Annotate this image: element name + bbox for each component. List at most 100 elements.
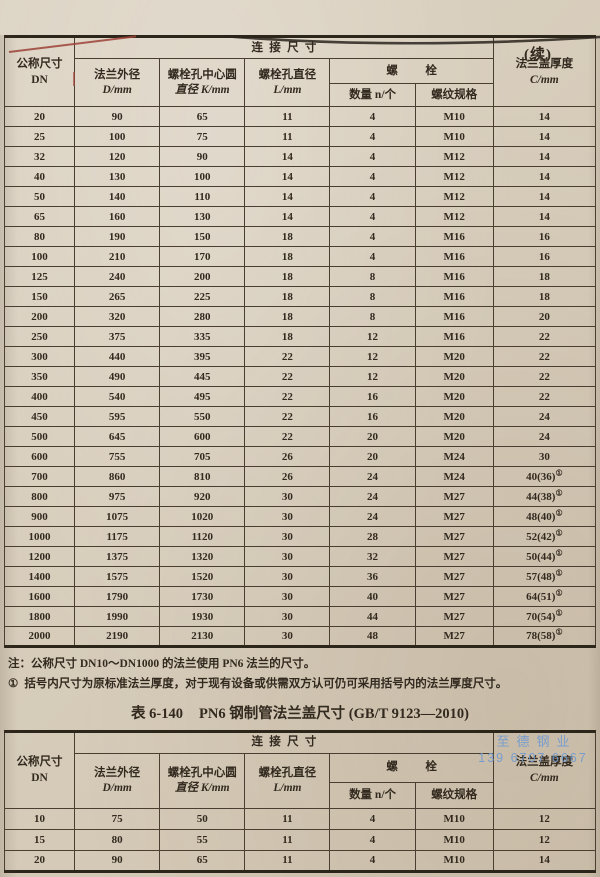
cell-bolt-hole: 22 (244, 426, 331, 447)
table2-title: 表 6-140 PN6 钢制管法兰盖尺寸 (GB/T 9123—2010) (0, 702, 600, 723)
cell-bolt-qty: 12 (329, 326, 416, 347)
cell-outer-diameter: 130 (74, 166, 161, 187)
cell-outer-diameter: 100 (74, 126, 161, 147)
table-row: 1200 1375 1320 30 32 M27 50(44)① (3, 546, 597, 567)
col-header-bolt-quantity: 数量 n/个 (329, 781, 416, 809)
table-row: 100 210 170 18 4 M16 16 (3, 246, 597, 267)
cell-bolt-hole: 22 (244, 386, 331, 407)
cell-cover-thickness: 50(44)① (492, 546, 597, 567)
cover-thickness-label: 法兰盖厚度 (515, 58, 574, 71)
cell-bolt-circle: 90 (159, 146, 246, 167)
cell-cover-thickness: 14 (492, 106, 597, 127)
cell-thread-spec: M12 (414, 186, 494, 207)
table-row: 25 100 75 11 4 M10 14 (3, 126, 597, 147)
cell-dn: 40 (3, 166, 76, 187)
cell-dn: 15 (3, 828, 76, 851)
cell-dn: 2000 (3, 626, 76, 647)
cell-outer-diameter: 755 (74, 446, 161, 467)
cell-dn: 50 (3, 186, 76, 207)
cell-dn: 700 (3, 466, 76, 487)
cell-dn: 500 (3, 426, 76, 447)
cell-bolt-circle: 65 (159, 106, 246, 127)
cell-outer-diameter: 90 (74, 849, 161, 872)
cell-bolt-circle: 110 (159, 186, 246, 207)
cell-dn: 32 (3, 146, 76, 167)
table-body: 20 90 65 11 4 M10 14 25 100 75 11 4 M10 14 32 120 90 14 4 M… (3, 106, 597, 647)
cell-thread-spec: M27 (414, 506, 494, 527)
cell-thread-spec: M27 (414, 526, 494, 547)
cell-bolt-qty: 8 (329, 266, 416, 287)
red-pen-tick (73, 72, 75, 86)
cell-bolt-circle: 130 (159, 206, 246, 227)
cell-dn: 100 (3, 246, 76, 267)
table-row: 1400 1575 1520 30 36 M27 57(48)① (3, 566, 597, 587)
cell-dn: 200 (3, 306, 76, 327)
cell-bolt-qty: 4 (329, 126, 416, 147)
cell-cover-thickness: 44(38)① (492, 486, 597, 507)
cell-bolt-hole: 14 (244, 166, 331, 187)
cell-bolt-hole: 22 (244, 366, 331, 387)
cell-bolt-circle: 395 (159, 346, 246, 367)
cell-thread-spec: M10 (414, 807, 494, 830)
col-header-bolt: 螺栓 (329, 752, 494, 783)
cell-outer-diameter: 540 (74, 386, 161, 407)
cell-cover-thickness: 14 (492, 849, 597, 872)
table-row: 50 140 110 14 4 M12 14 (3, 186, 597, 207)
cell-bolt-hole: 11 (244, 828, 331, 851)
cell-bolt-hole: 18 (244, 286, 331, 307)
cell-thread-spec: M10 (414, 106, 494, 127)
col-header-connection-dimensions: 连接尺寸 (74, 730, 494, 754)
bolt-circle-label: 螺栓孔中心圆 (167, 766, 237, 779)
cell-thread-spec: M12 (414, 166, 494, 187)
cell-outer-diameter: 265 (74, 286, 161, 307)
cell-outer-diameter: 75 (74, 807, 161, 830)
cell-outer-diameter: 1175 (74, 526, 161, 547)
col-header-bolt-quantity: 数量 n/个 (329, 83, 416, 107)
bolt-hole-label: 螺栓孔直径 (258, 68, 317, 81)
col-header-thread-spec: 螺纹规格 (414, 781, 494, 809)
cell-bolt-circle: 1930 (159, 606, 246, 627)
nominal-size-symbol: DN (31, 73, 48, 86)
cell-bolt-circle: 335 (159, 326, 246, 347)
cell-dn: 80 (3, 226, 76, 247)
cell-outer-diameter: 160 (74, 206, 161, 227)
cell-bolt-circle: 280 (159, 306, 246, 327)
cell-bolt-circle: 150 (159, 226, 246, 247)
cell-dn: 25 (3, 126, 76, 147)
cell-bolt-hole: 18 (244, 326, 331, 347)
cell-outer-diameter: 1990 (74, 606, 161, 627)
cell-cover-thickness: 18 (492, 286, 597, 307)
bolt-circle-symbol: 直径 K/mm (174, 84, 230, 96)
bolt-hole-label: 螺栓孔直径 (258, 766, 317, 779)
table-row: 65 160 130 14 4 M12 14 (3, 206, 597, 227)
cell-outer-diameter: 90 (74, 106, 161, 127)
table2-number: 表 6-140 (131, 705, 183, 722)
cell-bolt-qty: 16 (329, 406, 416, 427)
cell-bolt-circle: 225 (159, 286, 246, 307)
table-row: 1800 1990 1930 30 44 M27 70(54)① (3, 606, 597, 627)
cell-outer-diameter: 1575 (74, 566, 161, 587)
table-row: 700 860 810 26 24 M24 40(36)① (3, 466, 597, 487)
table-row: 200 320 280 18 8 M16 20 (3, 306, 597, 327)
cell-bolt-circle: 1320 (159, 546, 246, 567)
cell-cover-thickness: 18 (492, 266, 597, 287)
cell-dn: 1800 (3, 606, 76, 627)
table-row: 15 80 55 11 4 M10 12 (3, 828, 597, 851)
cell-thread-spec: M16 (414, 266, 494, 287)
cell-bolt-qty: 4 (329, 226, 416, 247)
cell-bolt-hole: 26 (244, 446, 331, 467)
cell-bolt-circle: 1520 (159, 566, 246, 587)
cell-outer-diameter: 490 (74, 366, 161, 387)
cell-bolt-circle: 550 (159, 406, 246, 427)
cell-thread-spec: M27 (414, 586, 494, 607)
continued-label: (续) (524, 47, 552, 63)
table-row: 300 440 395 22 12 M20 22 (3, 346, 597, 367)
cell-bolt-circle: 495 (159, 386, 246, 407)
cell-cover-thickness: 22 (492, 326, 597, 347)
cell-thread-spec: M20 (414, 386, 494, 407)
cell-bolt-circle: 445 (159, 366, 246, 387)
watermark-phone: 139 6707 6667 (478, 751, 588, 765)
vendor-watermark: 至德钢业 139 6707 6667 (472, 731, 594, 765)
table-row: 600 755 705 26 20 M24 30 (3, 446, 597, 467)
cell-bolt-qty: 4 (329, 186, 416, 207)
